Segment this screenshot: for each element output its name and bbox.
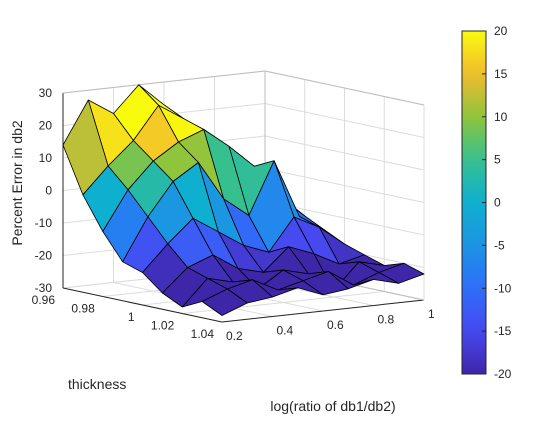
y-axis-line <box>62 287 223 323</box>
surface-patch <box>201 288 248 316</box>
y-tick-label: 1.04 <box>191 327 215 341</box>
y-tick-label: 1 <box>128 310 135 324</box>
colorbar: 20 15 10 5 0 -5 -10 -15 -20 <box>461 24 512 381</box>
colorbar-tick-label: 5 <box>494 153 501 167</box>
colorbar-tick-label: -20 <box>494 367 512 381</box>
side-wall-grid-line <box>264 168 425 203</box>
colorbar-tick-label: 10 <box>494 110 508 124</box>
z-tick-label: -30 <box>35 281 53 295</box>
colorbar-tick-label: 20 <box>494 24 508 38</box>
side-wall-grid-line <box>264 103 425 138</box>
z-tick-label: 30 <box>39 86 53 100</box>
side-wall-grid-line <box>264 135 425 171</box>
x-tick-label: 0.4 <box>277 324 294 338</box>
x-tick-label: 0.8 <box>378 313 395 327</box>
x-tick-label: 0.2 <box>226 329 243 343</box>
x-tick-label: 0.6 <box>327 318 344 332</box>
z-axis-label: Percent Error in db2 <box>9 120 25 245</box>
tick-labels: -30 -20 -10 0 10 20 30 0.96 0.98 1 1.02 1.04 0.2 0.4 0… <box>32 86 435 343</box>
z-tick-label: 0 <box>45 184 52 198</box>
y-tick-label: 0.98 <box>71 302 95 316</box>
colorbar-tick-label: -10 <box>494 281 512 295</box>
box-edge <box>62 70 266 94</box>
x-axis-line <box>221 299 425 323</box>
box-edge <box>264 70 425 106</box>
z-tick-label: -10 <box>35 216 53 230</box>
colorbar-tick-label: -5 <box>494 238 505 252</box>
z-tick-label: 10 <box>39 151 53 165</box>
y-tick-label: 1.02 <box>151 319 175 333</box>
z-tick-label: -20 <box>35 249 53 263</box>
y-axis-label: thickness <box>68 376 126 392</box>
colorbar-tick-label: 15 <box>494 67 508 81</box>
surface-mesh <box>62 84 425 316</box>
y-tick-label: 0.96 <box>32 293 56 307</box>
x-axis-label: log(ratio of db1/db2) <box>270 398 395 414</box>
x-tick-label: 1 <box>428 307 435 321</box>
z-tick-label: 20 <box>39 119 53 133</box>
colorbar-tick-label: -15 <box>494 324 512 338</box>
colorbar-tick-label: 0 <box>494 196 501 210</box>
